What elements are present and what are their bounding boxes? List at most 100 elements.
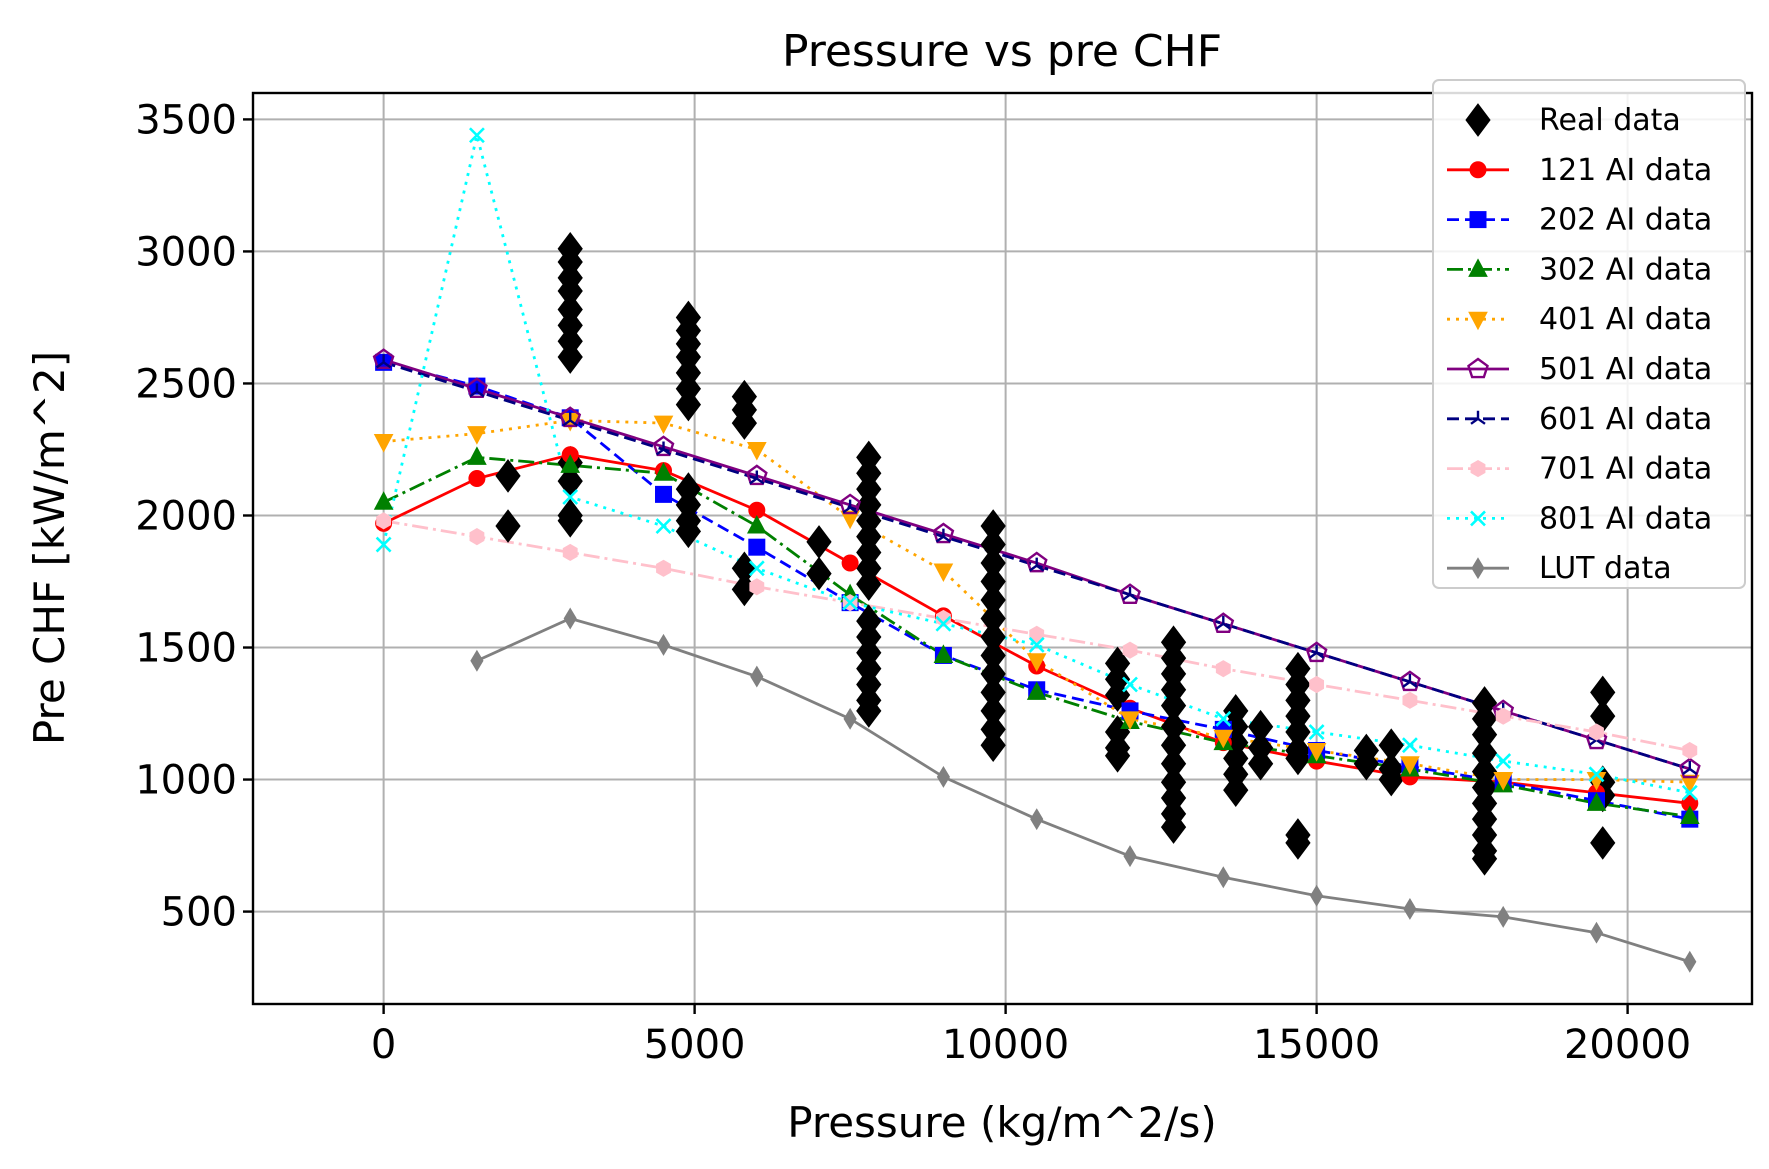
real-data-point	[1353, 746, 1379, 781]
series-point-lut-data	[1310, 884, 1324, 907]
legend-label-121-ai-data: 121 AI data	[1539, 153, 1712, 188]
real-data-point	[1104, 738, 1131, 773]
series-line-701-ai-data	[383, 519, 1691, 752]
series-point-601-ai-data	[375, 354, 392, 369]
real-data-point	[1378, 762, 1404, 797]
real-data-point	[557, 340, 583, 374]
series-point-121-ai-data	[841, 554, 859, 572]
series-point-lut-data	[750, 665, 764, 688]
plot-frame	[251, 91, 1754, 1006]
series-point-801-ai-data	[1122, 676, 1138, 693]
series-point-701-ai-data	[1495, 707, 1511, 725]
x-axis-label: Pressure (kg/m^2/s)	[787, 1098, 1216, 1147]
series-point-501-ai-data	[1678, 757, 1701, 779]
legend-marker-302-ai-data	[1468, 258, 1488, 277]
series-point-601-ai-data	[842, 499, 858, 514]
series-point-401-ai-data	[1306, 743, 1327, 762]
series-point-501-ai-data	[745, 464, 768, 486]
x-tick-label: 0	[371, 1022, 396, 1068]
series-point-lut-data	[1589, 921, 1604, 944]
series-point-801-ai-data	[935, 615, 952, 632]
y-tick-label: 1000	[135, 758, 237, 804]
legend-marker-401-ai-data	[1468, 311, 1488, 331]
series-point-lut-data	[656, 633, 671, 656]
legend: Real data 121 AI data 202 AI data 302 AI da…	[1432, 79, 1746, 589]
series-point-501-ai-data	[372, 348, 395, 369]
legend-marker-202-ai-data	[1469, 211, 1487, 229]
legend-marker-801-ai-data	[1470, 510, 1486, 527]
series-point-701-ai-data	[1402, 691, 1418, 709]
series-point-202-ai-data	[655, 485, 673, 503]
series-point-501-ai-data	[839, 493, 862, 515]
series-point-lut-data	[470, 649, 484, 672]
series-point-801-ai-data	[375, 536, 392, 553]
series-point-801-ai-data	[1215, 710, 1232, 727]
x-tick-label: 5000	[644, 1022, 746, 1068]
legend-label-lut-data: LUT data	[1539, 551, 1672, 586]
series-line-lut-data	[476, 616, 1691, 964]
series-point-701-ai-data	[749, 578, 765, 596]
series-point-701-ai-data	[1215, 660, 1231, 678]
legend-marker-lut-data	[1471, 557, 1485, 580]
series-point-601-ai-data	[749, 470, 765, 485]
legend-label-601-ai-data: 601 AI data	[1539, 402, 1712, 437]
real-data-point	[1285, 741, 1311, 776]
series-point-lut-data	[1123, 845, 1137, 868]
series-point-lut-data	[843, 707, 857, 730]
legend-label-202-ai-data: 202 AI data	[1539, 203, 1712, 238]
series-point-lut-data	[1403, 897, 1417, 920]
series-point-601-ai-data	[1682, 760, 1698, 775]
series-point-601-ai-data	[1308, 644, 1325, 659]
series-point-701-ai-data	[376, 512, 392, 530]
legend-label-real-data: Real data	[1539, 103, 1681, 138]
real-data-point	[1223, 773, 1249, 807]
series-point-601-ai-data	[1402, 673, 1418, 688]
series-point-701-ai-data	[469, 528, 485, 546]
series-point-302-ai-data	[746, 514, 767, 534]
series-point-601-ai-data	[562, 412, 578, 427]
series-point-801-ai-data	[748, 560, 765, 577]
series-point-801-ai-data	[1588, 766, 1605, 783]
y-axis-label: Pre CHF [kW/m^2]	[25, 351, 74, 745]
axis-ticks: 0 5000 10000 15000 20000 500 1000 1500 2000 2500 3…	[135, 97, 1691, 1068]
series-point-lut-data	[1496, 905, 1510, 928]
real-data-point	[1248, 746, 1274, 781]
series-point-401-ai-data	[1493, 772, 1514, 791]
real-data-point	[495, 509, 521, 543]
series-point-601-ai-data	[469, 383, 485, 398]
series-point-401-ai-data	[746, 441, 767, 461]
series-point-601-ai-data	[935, 528, 952, 543]
real-data-point	[1590, 826, 1616, 860]
series-point-501-ai-data	[932, 522, 955, 544]
series-point-701-ai-data	[1589, 723, 1604, 741]
legend-label-401-ai-data: 401 AI data	[1539, 302, 1712, 337]
series-point-lut-data	[936, 765, 950, 788]
real-data-point	[495, 459, 521, 493]
real-data-point	[1160, 810, 1187, 844]
series-point-701-ai-data	[1682, 741, 1698, 760]
series-point-501-ai-data	[652, 435, 675, 457]
series-point-401-ai-data	[1026, 653, 1047, 672]
series-point-801-ai-data	[468, 127, 485, 144]
series-point-lut-data	[1683, 950, 1697, 973]
series-point-701-ai-data	[1029, 625, 1045, 643]
real-data-point	[856, 567, 882, 601]
x-tick-label: 15000	[1253, 1022, 1380, 1068]
series-point-202-ai-data	[748, 538, 766, 556]
legend-box	[1432, 79, 1746, 589]
real-data-point	[1285, 826, 1311, 860]
series-point-121-ai-data	[468, 470, 486, 488]
real-data-point	[980, 728, 1006, 763]
series-point-lut-data	[1216, 866, 1230, 889]
series-point-501-ai-data	[1305, 641, 1328, 663]
series-point-401-ai-data	[373, 434, 394, 453]
series-point-501-ai-data	[1585, 728, 1608, 750]
series-point-801-ai-data	[655, 518, 672, 534]
series-point-701-ai-data	[1122, 641, 1138, 659]
legend-label-302-ai-data: 302 AI data	[1539, 252, 1712, 287]
series-point-601-ai-data	[1029, 557, 1045, 572]
series-point-401-ai-data	[840, 510, 860, 530]
real-data-point	[806, 556, 832, 591]
legend-label-501-ai-data: 501 AI data	[1539, 352, 1712, 387]
series-point-701-ai-data	[656, 559, 671, 577]
